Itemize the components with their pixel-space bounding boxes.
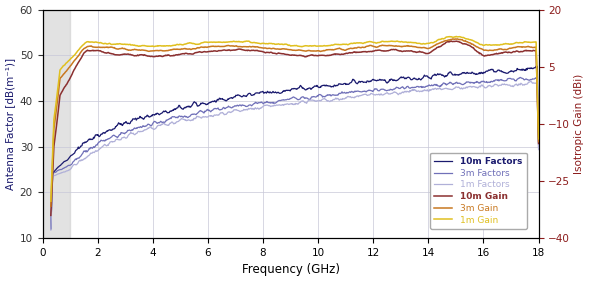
10m Gain (47, 214, 54, 217)
Line: 10m Factors: 10m Factors (51, 66, 539, 229)
3m Factors (330, 94, 337, 97)
1m Gain (417, 42, 424, 46)
1m Factors (77, 159, 84, 163)
10m Factors (358, 80, 365, 83)
10m Gain (448, 39, 455, 43)
X-axis label: Frequency (GHz): Frequency (GHz) (241, 263, 340, 276)
Legend: 10m Factors, 3m Factors, 1m Factors, 10m Gain, 3m Gain, 1m Gain: 10m Factors, 3m Factors, 1m Factors, 10m… (430, 153, 527, 229)
3m Gain (535, 140, 542, 143)
3m Factors (358, 90, 365, 94)
3m Gain (343, 48, 350, 51)
3m Factors (47, 227, 54, 231)
Line: 10m Gain: 10m Gain (51, 41, 539, 215)
Line: 1m Gain: 1m Gain (51, 36, 539, 201)
10m Factors (77, 144, 84, 148)
10m Factors (417, 78, 424, 82)
Bar (42, 10, 70, 238)
3m Factors (517, 76, 524, 79)
3m Gain (330, 48, 337, 51)
Line: 3m Factors: 3m Factors (51, 77, 539, 229)
1m Gain (77, 46, 84, 49)
10m Gain (417, 50, 424, 54)
1m Factors (417, 89, 424, 93)
10m Gain (535, 142, 542, 145)
Line: 3m Gain: 3m Gain (51, 39, 539, 206)
3m Gain (77, 51, 84, 54)
10m Gain (77, 57, 84, 61)
10m Gain (468, 45, 475, 48)
1m Gain (358, 41, 365, 45)
10m Gain (358, 50, 365, 54)
3m Factors (77, 155, 84, 158)
1m Gain (330, 43, 337, 47)
3m Factors (535, 145, 542, 148)
3m Gain (417, 46, 424, 49)
1m Gain (343, 43, 350, 46)
3m Gain (47, 204, 54, 208)
1m Gain (453, 35, 460, 38)
1m Factors (527, 80, 534, 83)
1m Factors (358, 94, 365, 97)
1m Factors (330, 98, 337, 102)
1m Factors (47, 228, 54, 232)
1m Gain (468, 38, 475, 42)
1m Gain (535, 137, 542, 140)
10m Factors (533, 64, 540, 68)
10m Factors (330, 84, 337, 87)
Y-axis label: Antenna Factor [dB(m⁻¹)]: Antenna Factor [dB(m⁻¹)] (5, 58, 15, 190)
10m Gain (330, 52, 337, 56)
Line: 1m Factors: 1m Factors (51, 81, 539, 230)
10m Factors (535, 137, 542, 140)
1m Factors (343, 96, 350, 99)
10m Factors (47, 227, 54, 230)
10m Gain (343, 52, 350, 55)
1m Factors (535, 148, 542, 151)
Y-axis label: Isotropic Gain (dBi): Isotropic Gain (dBi) (575, 74, 585, 174)
3m Factors (467, 80, 474, 84)
10m Factors (343, 83, 350, 86)
1m Factors (467, 85, 474, 88)
3m Factors (343, 91, 350, 94)
3m Gain (468, 43, 475, 46)
3m Factors (417, 85, 424, 89)
10m Factors (467, 72, 474, 75)
3m Gain (358, 46, 365, 49)
3m Gain (454, 37, 461, 41)
1m Gain (47, 199, 54, 203)
